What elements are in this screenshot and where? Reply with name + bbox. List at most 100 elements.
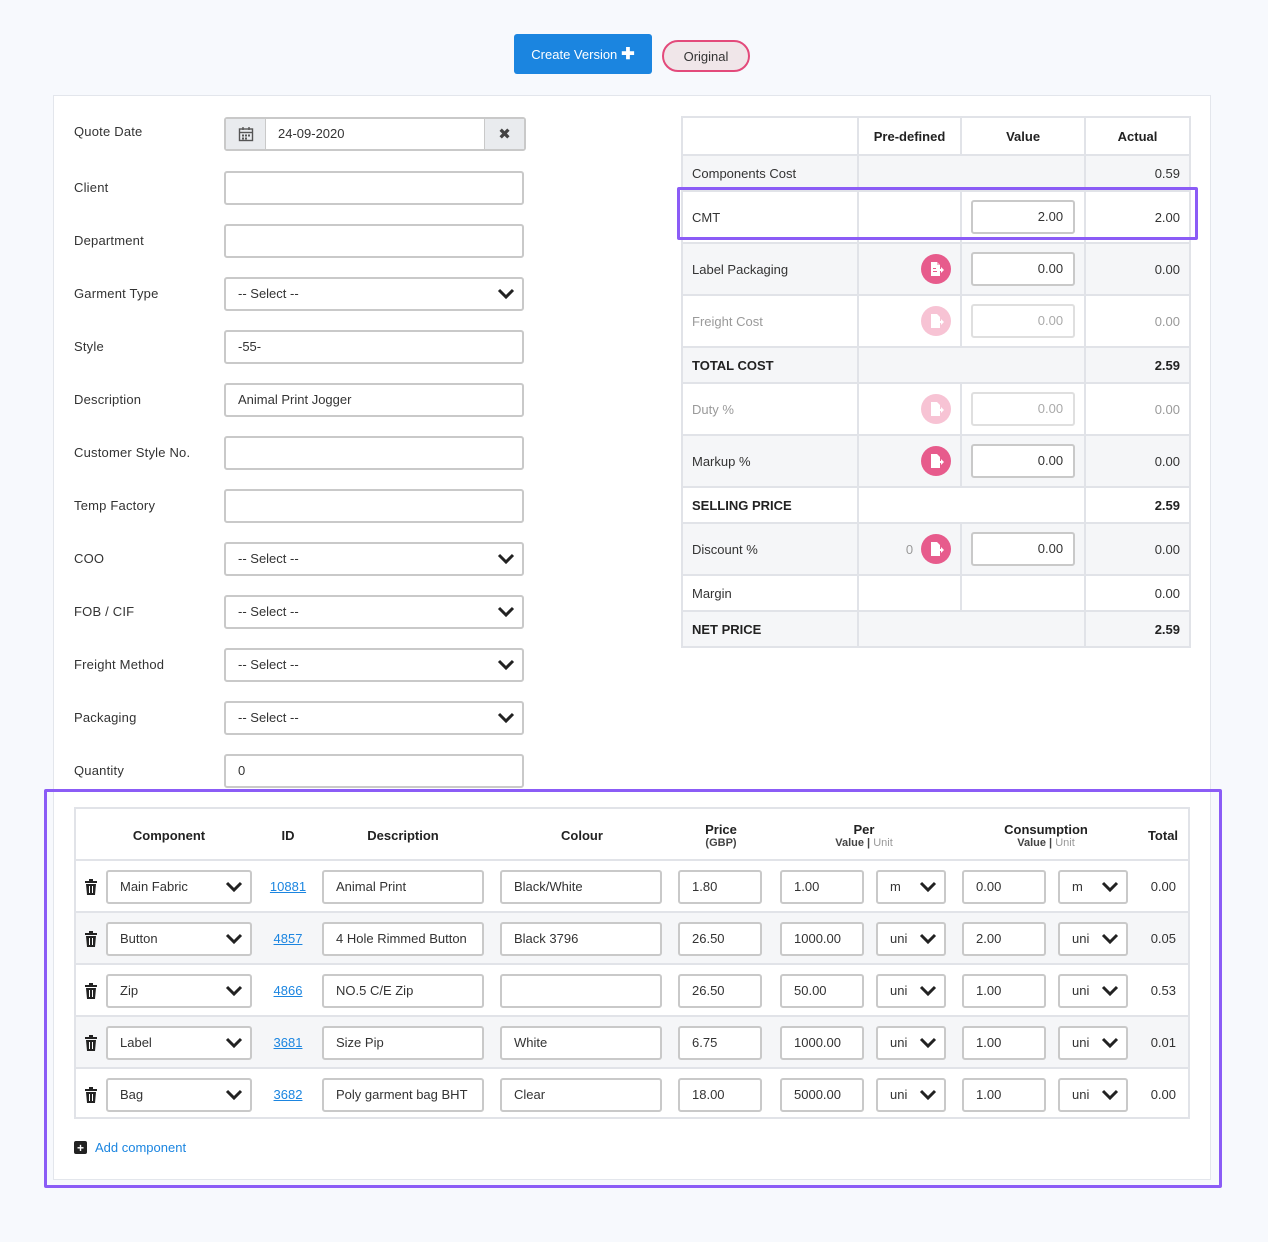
description-row: Description Animal Print Jogger [74,383,534,417]
document-icon[interactable] [921,394,952,424]
component-price-input[interactable]: 1.80 [678,870,762,904]
cmt-value-input[interactable]: 2.00 [971,200,1076,234]
discount-value-input[interactable]: 0.00 [971,532,1076,566]
component-select[interactable]: Bag [106,1078,252,1112]
component-colour-input[interactable]: Clear [500,1078,662,1112]
component-description-input[interactable]: NO.5 C/E Zip [322,974,484,1008]
col-consumption-label: Consumption [1004,821,1088,837]
component-description-input[interactable]: Poly garment bag BHT [322,1078,484,1112]
per-unit-select[interactable]: uni [876,1026,946,1060]
col-price: Price (GBP) [678,809,764,861]
per-unit-select[interactable]: uni [876,974,946,1008]
per-value-input[interactable]: 1.00 [780,870,864,904]
fob-cif-select[interactable]: -- Select -- [224,595,524,629]
component-id-link[interactable]: 3682 [273,1087,303,1102]
per-value-input[interactable]: 1000.00 [780,1026,864,1060]
component-row: Button 4857 4 Hole Rimmed Button Black 3796… [76,913,1188,965]
consumption-value-input[interactable]: 1.00 [962,1026,1046,1060]
create-version-button[interactable]: Create Version ✚ [514,34,652,74]
net-price-actual: 2.59 [1084,610,1191,648]
original-version-pill[interactable]: Original [662,40,750,72]
per-unit-select[interactable]: uni [876,922,946,956]
freight-method-select[interactable]: -- Select -- [224,648,524,682]
component-select[interactable]: Label [106,1026,252,1060]
consumption-unit-select[interactable]: m [1058,870,1128,904]
component-id-link[interactable]: 4857 [273,931,303,946]
quote-date-field[interactable]: 24-09-2020 ✖ [224,117,526,151]
customer-style-row: Customer Style No. [74,436,534,470]
component-id-link[interactable]: 10881 [269,879,307,894]
packaging-label: Packaging [74,710,137,725]
per-value-input[interactable]: 5000.00 [780,1078,864,1112]
document-icon[interactable] [921,534,952,564]
component-row: Label 3681 Size Pip White 6.75 1000.00 uni 1.00… [76,1017,1188,1069]
consumption-unit-select[interactable]: uni [1058,1026,1128,1060]
freight-cost-value-input[interactable]: 0.00 [971,304,1076,338]
quantity-input[interactable]: 0 [224,754,524,788]
clear-icon[interactable]: ✖ [484,119,524,149]
consumption-unit-select[interactable]: uni [1058,1078,1128,1112]
per-value-input[interactable]: 1000.00 [780,922,864,956]
component-price-input[interactable]: 18.00 [678,1078,762,1112]
consumption-value-input[interactable]: 0.00 [962,870,1046,904]
component-colour-input[interactable]: White [500,1026,662,1060]
component-colour-input[interactable]: Black/White [500,870,662,904]
document-icon[interactable] [921,254,952,284]
component-description-input[interactable]: Size Pip [322,1026,484,1060]
consumption-value-input[interactable]: 1.00 [962,974,1046,1008]
consumption-unit-select[interactable]: uni [1058,922,1128,956]
description-input[interactable]: Animal Print Jogger [224,383,524,417]
department-input[interactable] [224,224,524,258]
component-id-link[interactable]: 3681 [273,1035,303,1050]
col-id: ID [281,827,295,843]
label-packaging-value-input[interactable]: 0.00 [971,252,1076,286]
component-total: 0.53 [1150,983,1176,998]
markup-value-input[interactable]: 0.00 [971,444,1076,478]
client-input[interactable] [224,171,524,205]
chevron-down-icon [225,985,243,997]
packaging-select[interactable]: -- Select -- [224,701,524,735]
add-component-button[interactable]: + Add component [74,1140,186,1155]
component-price-input[interactable]: 6.75 [678,1026,762,1060]
per-unit-value: uni [890,1087,908,1102]
trash-icon[interactable] [84,931,98,947]
chevron-down-icon [497,606,515,618]
per-value-input[interactable]: 50.00 [780,974,864,1008]
trash-icon[interactable] [84,983,98,999]
component-price-input[interactable]: 26.50 [678,922,762,956]
garment-type-select[interactable]: -- Select -- [224,277,524,311]
col-colour: Colour [561,827,603,843]
coo-select[interactable]: -- Select -- [224,542,524,576]
component-price-input[interactable]: 26.50 [678,974,762,1008]
per-unit-select[interactable]: uni [876,1078,946,1112]
chevron-down-icon [919,985,937,997]
components-table: Component ID Description Colour Price (G… [74,807,1190,1119]
discount-predefined: 0 [905,541,914,557]
freight-cost-row: Freight Cost 0.00 0.00 [681,294,1191,348]
calendar-icon[interactable] [226,119,266,149]
component-select[interactable]: Button [106,922,252,956]
trash-icon[interactable] [84,1087,98,1103]
trash-icon[interactable] [84,1035,98,1051]
component-description-input[interactable]: 4 Hole Rimmed Button [322,922,484,956]
component-select[interactable]: Zip [106,974,252,1008]
component-select[interactable]: Main Fabric [106,870,252,904]
component-colour-input[interactable] [500,974,662,1008]
consumption-value-input[interactable]: 1.00 [962,1078,1046,1112]
per-unit-value: m [890,879,901,894]
component-colour-input[interactable]: Black 3796 [500,922,662,956]
per-unit-select[interactable]: m [876,870,946,904]
consumption-value-input[interactable]: 2.00 [962,922,1046,956]
duty-value-input[interactable]: 0.00 [971,392,1076,426]
margin-row: Margin 0.00 [681,574,1191,612]
trash-icon[interactable] [84,879,98,895]
consumption-unit-select[interactable]: uni [1058,974,1128,1008]
component-id-link[interactable]: 4866 [273,983,303,998]
style-input[interactable]: -55- [224,330,524,364]
temp-factory-input[interactable] [224,489,524,523]
top-toolbar: Create Version ✚ Original [0,34,1268,74]
document-icon[interactable] [921,306,952,336]
document-icon[interactable] [921,446,952,476]
customer-style-input[interactable] [224,436,524,470]
component-description-input[interactable]: Animal Print [322,870,484,904]
